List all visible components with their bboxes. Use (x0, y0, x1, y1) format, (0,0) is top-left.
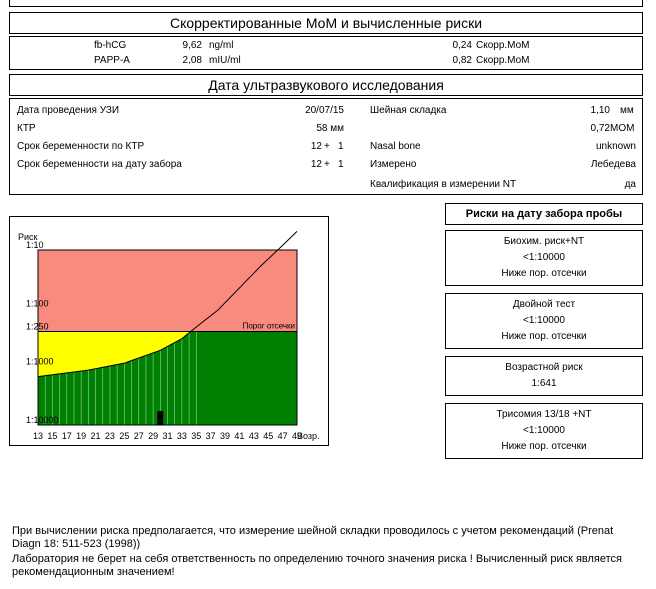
ultrasound-header: Дата ультразвукового исследования (9, 74, 643, 96)
risk-card-title: Двойной тест (512, 299, 576, 310)
us-date-label: Дата проведения УЗИ (17, 105, 120, 116)
marker-mom: 0,82 (452, 55, 472, 66)
us-ktp-value: 58 мм (316, 123, 344, 134)
us-ga-draw-weeks: 12 (310, 159, 322, 170)
us-qual-value: да (624, 179, 636, 190)
ultrasound-box: Дата проведения УЗИ 20/07/15 КТР 58 мм С… (9, 98, 643, 195)
y-tick-label: 1:10 (26, 240, 44, 250)
us-date-value: 20/07/15 (305, 105, 344, 116)
risk-card-title: Трисомия 13/18 +NT (496, 409, 592, 420)
us-nt-label: Шейная складка (370, 105, 447, 116)
us-ga-draw-plus: + (324, 159, 330, 170)
x-tick-label: 37 (206, 431, 216, 441)
y-tick-label: 1:1000 (26, 357, 54, 367)
x-tick-label: 35 (191, 431, 201, 441)
risk-card-value: 1:641 (531, 378, 557, 389)
risks-title: Риски на дату забора пробы (465, 208, 623, 220)
marker-name: fb-hCG (94, 40, 127, 51)
age-risk-curve (37, 230, 298, 378)
us-nt-mom-unit: MOM (610, 123, 635, 134)
x-tick-label: 31 (162, 431, 172, 441)
us-qual-label: Квалификация в измерении NT (370, 179, 517, 190)
us-ga-draw-days: 1 (338, 159, 344, 170)
us-ga-draw-label: Срок беременности на дату забора (17, 159, 182, 170)
marker-value: 2,08 (182, 55, 202, 66)
us-ga-ktp-days: 1 (338, 141, 344, 152)
us-nt-unit: мм (620, 105, 634, 116)
mom-header-title: Скорректированные МоМ и вычисленные риск… (169, 15, 483, 31)
marker-mom-label: Скорр.МоМ (476, 55, 530, 66)
ultrasound-header-title: Дата ультразвукового исследования (208, 77, 444, 93)
risk-card: Возрастной риск 1:641 (445, 356, 643, 396)
note-recommendation: При вычислении риска предполагается, что… (12, 525, 614, 550)
us-nt-value: 1,10 (590, 105, 610, 116)
y-tick-label: 1:250 (26, 322, 49, 332)
x-tick-label: 27 (134, 431, 144, 441)
note-disclaimer: Лаборатория не берет на себя ответственн… (12, 553, 623, 578)
risk-card-value: <1:10000 (523, 252, 565, 263)
x-tick-label: 17 (62, 431, 72, 441)
chart-xlabel: Возр. (297, 431, 320, 441)
x-tick-label: 49 (292, 431, 302, 441)
plot-frame (37, 249, 298, 426)
risk-card: Двойной тест <1:10000 Ниже пор. отсечки (445, 293, 643, 349)
zone-high-risk (38, 250, 297, 332)
us-ktp-label: КТР (17, 123, 36, 134)
top-frame (9, 0, 643, 7)
risk-card-status: Ниже пор. отсечки (501, 331, 587, 342)
y-tick-label: 1:10000 (26, 415, 59, 425)
marker-mom-label: Скорр.МоМ (476, 40, 530, 51)
x-tick-label: 33 (177, 431, 187, 441)
us-nasal-value: unknown (595, 141, 636, 152)
x-tick-label: 41 (234, 431, 244, 441)
us-ga-ktp-weeks: 12 (310, 141, 322, 152)
marker-name: PAPP-A (94, 55, 130, 66)
risk-chart-panel: Риск Порог отсечки 1:10 1:100 1:250 1:1000 1… (9, 216, 329, 446)
x-tick-label: 21 (91, 431, 101, 441)
marker-mom: 0,24 (452, 40, 472, 51)
x-tick-label: 43 (249, 431, 259, 441)
x-tick-label: 29 (148, 431, 158, 441)
y-tick-label: 1:100 (26, 298, 49, 308)
risks-title-box: Риски на дату забора пробы (445, 203, 643, 225)
mom-header: Скорректированные МоМ и вычисленные риск… (9, 12, 643, 34)
x-tick-label: 39 (220, 431, 230, 441)
x-tick-label: 25 (119, 431, 129, 441)
risk-card-status: Ниже пор. отсечки (501, 441, 587, 452)
us-nasal-label: Nasal bone (370, 141, 421, 152)
x-tick-label: 19 (76, 431, 86, 441)
patient-marker (157, 411, 164, 425)
risk-card: Трисомия 13/18 +NT <1:10000 Ниже пор. от… (445, 403, 643, 459)
cutoff-label: Порог отсечки (243, 322, 295, 331)
markers-box: fb-hCG 9,62 ng/ml 0,24 Скорр.МоМ PAPP-A … (9, 36, 643, 70)
risk-card-title: Возрастной риск (505, 362, 583, 373)
x-tick-label: 45 (263, 431, 273, 441)
risk-card-status: Ниже пор. отсечки (501, 268, 587, 279)
risk-card: Биохим. риск+NT <1:10000 Ниже пор. отсеч… (445, 230, 643, 286)
us-nt-mom: 0,72 (590, 123, 610, 134)
risk-card-value: <1:10000 (523, 315, 565, 326)
x-tick-label: 23 (105, 431, 115, 441)
x-tick-label: 15 (47, 431, 57, 441)
chart-ylabel: Риск (18, 232, 38, 242)
marker-unit: ng/ml (209, 40, 234, 51)
risk-card-title: Биохим. риск+NT (503, 236, 585, 247)
marker-unit: mIU/ml (209, 55, 241, 66)
x-tick-label: 13 (33, 431, 43, 441)
x-tick-label: 47 (278, 431, 288, 441)
us-ga-ktp-label: Срок беременности по КТР (17, 141, 145, 152)
risk-chart: Риск Порог отсечки 1:10 1:100 1:250 1:1000 1… (18, 230, 320, 441)
us-measured-label: Измерено (370, 159, 417, 170)
risk-card-value: <1:10000 (523, 425, 565, 436)
us-ga-ktp-plus: + (324, 141, 330, 152)
marker-value: 9,62 (182, 40, 202, 51)
zone-intermediate (38, 331, 191, 377)
us-measured-value: Лебедева (590, 159, 636, 170)
